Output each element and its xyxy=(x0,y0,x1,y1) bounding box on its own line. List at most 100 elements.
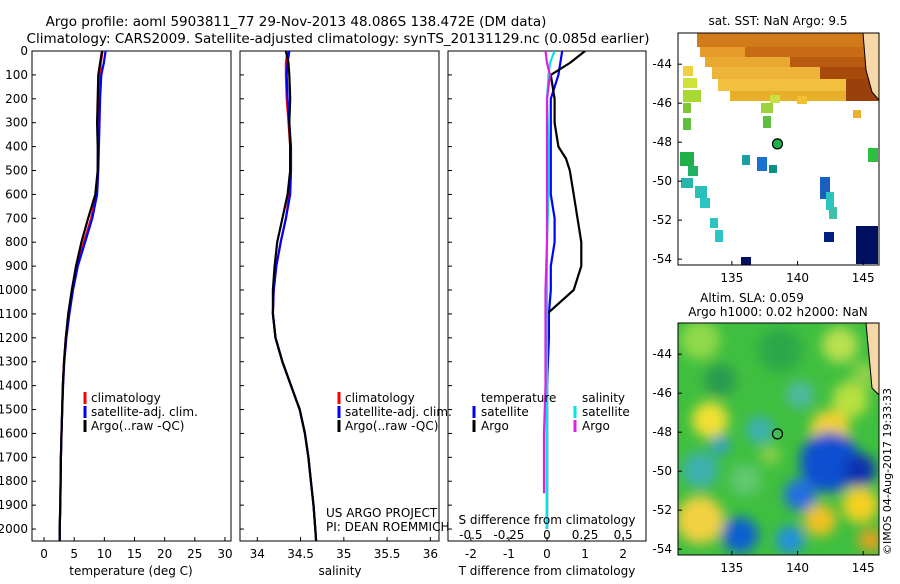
depth-tick-label: 0 xyxy=(20,44,28,58)
sst-patch xyxy=(826,192,834,210)
sla-blob xyxy=(760,445,780,465)
lat-tick-label: -52 xyxy=(652,213,672,227)
sla-blobs xyxy=(678,323,879,554)
sla-map-title-line1: Altim. SLA: 0.059 xyxy=(700,291,804,305)
lat-tick-label: -54 xyxy=(652,252,672,266)
legend2-satellite-label: satellite-adj. clim. xyxy=(345,405,452,419)
sst-patch xyxy=(710,218,718,228)
diff-legend-temperature-title: temperature xyxy=(481,391,556,405)
sst-warm-cell xyxy=(705,57,790,67)
sla-blob xyxy=(844,454,876,486)
x-tick-label: 2 xyxy=(619,547,627,561)
sla-blob xyxy=(858,528,879,552)
sst-patch xyxy=(770,95,780,103)
depth-tick-label: 800 xyxy=(5,235,28,249)
lat-tick-label: -48 xyxy=(652,135,672,149)
depth-tick-label: 1300 xyxy=(0,355,28,369)
x-tick-label: 0 xyxy=(543,547,551,561)
sst-warm-cell xyxy=(718,79,846,91)
lat-tick-label: -48 xyxy=(652,425,672,439)
sst-patch xyxy=(829,207,837,219)
sst-patch xyxy=(688,166,698,176)
figure-title-line1: Argo profile: aoml 5903811_77 29-Nov-201… xyxy=(46,14,547,30)
legend-satellite-label: satellite-adj. clim. xyxy=(91,405,198,419)
sla-blob xyxy=(800,432,860,492)
depth-tick-label: 1800 xyxy=(0,474,28,488)
sst-patch xyxy=(757,157,767,171)
depth-tick-label: 500 xyxy=(5,164,28,178)
sla-blob xyxy=(842,487,878,523)
x-tick-label: 35.5 xyxy=(374,547,401,561)
x-tick-label: 34.5 xyxy=(287,547,314,561)
salinity-xlabel: salinity xyxy=(318,564,361,578)
top-x-tick-label: -0.5 xyxy=(459,528,482,542)
sst-warm-cell xyxy=(790,57,879,67)
lon-tick-label: 135 xyxy=(720,561,743,575)
lat-tick-label: -50 xyxy=(652,464,672,478)
sst-patch xyxy=(769,165,777,173)
depth-tick-label: 300 xyxy=(5,116,28,130)
legend2-argo-label: Argo(..raw -QC) xyxy=(345,419,438,433)
sla-blob xyxy=(776,526,804,554)
sst-patch xyxy=(761,103,773,113)
lon-tick-label: 145 xyxy=(852,271,875,285)
top-x-tick-label: 0 xyxy=(543,528,551,542)
lon-tick-label: 145 xyxy=(852,561,875,575)
depth-tick-label: 1900 xyxy=(0,498,28,512)
x-tick-label: 30 xyxy=(217,547,232,561)
diff-legend-temp-argo-label: Argo xyxy=(481,419,509,433)
depth-tick-label: 1600 xyxy=(0,426,28,440)
sst-map: -44 -46 -48 -50 -52 -54 135 140 145 xyxy=(652,33,879,285)
legend-argo-label: Argo(..raw -QC) xyxy=(91,419,184,433)
sst-patch xyxy=(856,226,878,264)
diff-legend-sal-argo-label: Argo xyxy=(582,419,610,433)
sst-patch xyxy=(683,90,701,102)
sla-blob xyxy=(804,504,836,536)
depth-tick-label: 900 xyxy=(5,259,28,273)
sst-patch xyxy=(695,186,707,198)
sst-patch xyxy=(824,232,834,242)
sst-argo-marker xyxy=(771,138,784,150)
depth-tick-label: 400 xyxy=(5,140,28,154)
depth-tick-label: 2000 xyxy=(0,522,28,536)
sst-patch xyxy=(700,198,710,208)
sst-field xyxy=(678,33,879,265)
lat-tick-label: -52 xyxy=(652,503,672,517)
project-note-line1: US ARGO PROJECT xyxy=(326,506,438,520)
sst-patch xyxy=(868,148,878,162)
series-group xyxy=(542,51,586,529)
sst-warm-cell xyxy=(745,47,879,57)
sst-patch xyxy=(820,177,830,199)
legend-climatology-label: climatology xyxy=(91,391,161,405)
x-tick-label: 36 xyxy=(423,547,438,561)
series-group xyxy=(271,51,318,541)
sst-patch xyxy=(715,230,723,242)
x-tick-label: -2 xyxy=(465,547,477,561)
sla-blob xyxy=(729,464,761,496)
sst-patch xyxy=(742,155,750,165)
series-group xyxy=(58,51,107,541)
depth-tick-label: 1500 xyxy=(0,403,28,417)
sst-patch xyxy=(797,96,807,104)
sla-blob xyxy=(704,364,736,396)
top-x-tick-label: 0.25 xyxy=(572,528,599,542)
sla-blob xyxy=(786,381,814,409)
sst-patch xyxy=(680,152,694,166)
sst-map-frame xyxy=(677,32,880,266)
sla-map-title-line2: Argo h1000: 0.02 h2000: NaN xyxy=(688,305,868,319)
sst-warm-cell xyxy=(700,47,745,57)
top-x-tick-label: -0.25 xyxy=(493,528,524,542)
depth-tick-label: 1700 xyxy=(0,450,28,464)
depth-tick-label: 700 xyxy=(5,211,28,225)
temperature-xlabel: temperature (deg C) xyxy=(69,564,192,578)
lat-tick-label: -44 xyxy=(652,57,672,71)
x-tick-label: 20 xyxy=(157,547,172,561)
sla-map-frame xyxy=(677,322,880,556)
salinity-panel-frame xyxy=(239,50,440,542)
sst-patch xyxy=(683,118,691,130)
diff-legend-sal-satellite-label: satellite xyxy=(582,405,630,419)
sla-blob xyxy=(678,496,724,544)
sst-warm-cell xyxy=(697,33,879,47)
depth-tick-label: 100 xyxy=(5,68,28,82)
